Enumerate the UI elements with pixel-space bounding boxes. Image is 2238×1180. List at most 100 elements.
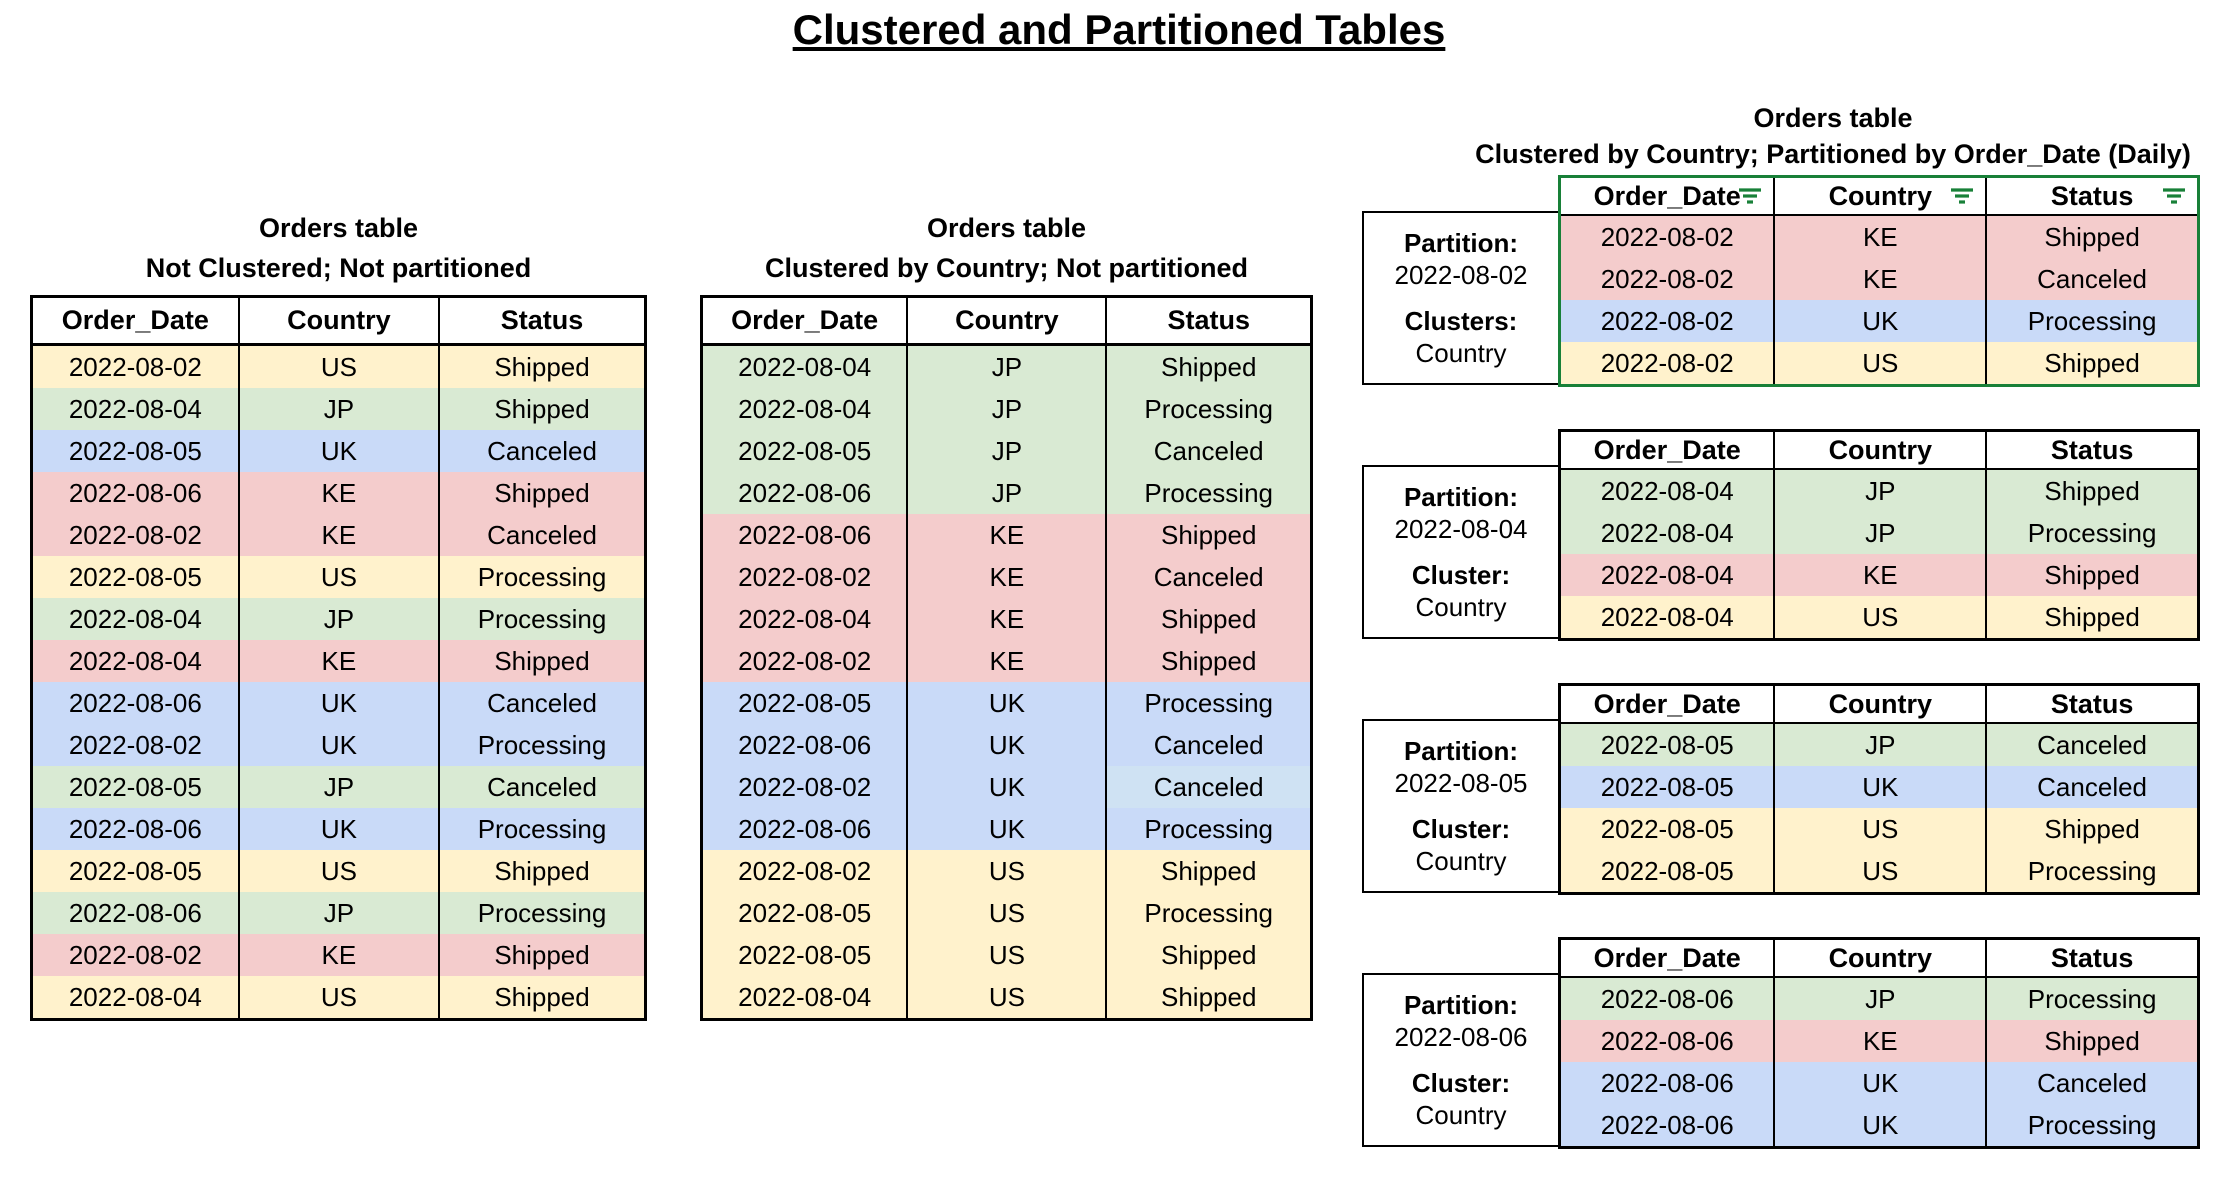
- partition-table-wrap: Order_Date Country Status 2022-08-04 JP Shipp…: [1558, 429, 2200, 641]
- table-row: 2022-08-06 JP Processing: [33, 892, 644, 934]
- table-cell: US: [1773, 342, 1986, 384]
- cluster-label-word: Cluster:: [1411, 560, 1511, 590]
- table-cell: 2022-08-06: [33, 808, 238, 850]
- table-cell: 2022-08-02: [703, 556, 907, 598]
- table-cell: JP: [237, 766, 439, 808]
- table-cell: UK: [237, 682, 439, 724]
- table-row: 2022-08-06 JP Processing: [703, 472, 1310, 514]
- table-cell: US: [1773, 808, 1986, 850]
- table-cell: JP: [906, 430, 1106, 472]
- table-cell: Processing: [438, 808, 644, 850]
- cluster-label-word: Cluster:: [1411, 1068, 1511, 1098]
- table-row: 2022-08-05 US Shipped: [1561, 808, 2197, 850]
- column-header-label: Status: [1167, 305, 1250, 335]
- column-header-status: Status: [1105, 298, 1310, 343]
- table-cell: Shipped: [438, 850, 644, 892]
- table-cell: 2022-08-06: [703, 808, 907, 850]
- table-cell: 2022-08-06: [1561, 978, 1774, 1020]
- cluster-label: Clusters: Country: [1364, 305, 1558, 369]
- table-cell: Shipped: [438, 346, 644, 388]
- table-cell: 2022-08-02: [703, 850, 907, 892]
- orders-table-not-clustered: Order_Date Country Status 2022-08-02 US Shipp…: [30, 295, 647, 1021]
- table-cell: JP: [906, 388, 1106, 430]
- table-cell: 2022-08-06: [703, 724, 907, 766]
- table-cell: Processing: [1105, 682, 1310, 724]
- table-cell: JP: [1773, 978, 1986, 1020]
- table-cell: 2022-08-02: [33, 346, 238, 388]
- partition-label: Partition: 2022-08-02: [1364, 227, 1558, 291]
- cluster-label-word: Clusters:: [1404, 306, 1518, 336]
- table-cell: JP: [906, 346, 1106, 388]
- table-cell: Processing: [438, 556, 644, 598]
- column-header-label: Order_Date: [1593, 434, 1741, 465]
- table-cell: Shipped: [1105, 514, 1310, 556]
- table-cell: 2022-08-05: [1561, 724, 1774, 766]
- column-header-label: Order_Date: [1593, 688, 1741, 719]
- middle-table-subtitle: Clustered by Country; Not partitioned: [764, 253, 1248, 283]
- table-cell: 2022-08-06: [33, 682, 238, 724]
- column-header-label: Status: [2050, 434, 2134, 465]
- orders-table-clustered: Order_Date Country Status 2022-08-04 JP Shipp…: [700, 295, 1313, 1021]
- table-cell: JP: [1773, 512, 1986, 554]
- table-cell: 2022-08-05: [703, 430, 907, 472]
- table-cell: KE: [237, 934, 439, 976]
- table-row: 2022-08-04 JP Shipped: [1561, 470, 2197, 512]
- column-header-order_date: Order_Date: [33, 298, 238, 343]
- table-cell: Shipped: [1985, 216, 2197, 258]
- table-row: 2022-08-04 US Shipped: [33, 976, 644, 1018]
- column-header-label: Status: [500, 305, 584, 335]
- table-cell: Processing: [1985, 978, 2197, 1020]
- table-cell: Shipped: [1985, 342, 2197, 384]
- table-cell: Processing: [1985, 300, 2197, 342]
- table-cell: 2022-08-04: [33, 640, 238, 682]
- page-title: Clustered and Partitioned Tables: [792, 6, 1446, 53]
- table-cell: US: [237, 346, 439, 388]
- table-cell: UK: [906, 682, 1106, 724]
- table-cell: 2022-08-06: [33, 472, 238, 514]
- table-cell: US: [1773, 596, 1986, 638]
- column-header-label: Order_Date: [1593, 180, 1741, 211]
- table-cell: Canceled: [1985, 766, 2197, 808]
- table-cell: Shipped: [1985, 808, 2197, 850]
- partition-label-word: Partition:: [1403, 990, 1519, 1020]
- table-cell: 2022-08-05: [703, 934, 907, 976]
- table-cell: US: [1773, 850, 1986, 892]
- table-row: 2022-08-04 KE Shipped: [33, 640, 644, 682]
- table-cell: KE: [237, 640, 439, 682]
- table-cell: UK: [906, 766, 1106, 808]
- partition-table-2022-08-06: Order_Date Country Status 2022-08-06 JP Proce…: [1558, 937, 2200, 1149]
- orders-table: Order_Date Country Status 2022-08-02 US Shipp…: [30, 295, 647, 1021]
- partition-label-box: Partition: 2022-08-06 Cluster: Country: [1362, 973, 1558, 1147]
- table-cell: US: [906, 934, 1106, 976]
- table-cell: Shipped: [1985, 1020, 2197, 1062]
- table-row: 2022-08-06 UK Canceled: [33, 682, 644, 724]
- orders-table: Order_Date Country Status 2022-08-04 JP Shipp…: [700, 295, 1313, 1021]
- table-row: 2022-08-05 US Shipped: [703, 934, 1310, 976]
- table-row: 2022-08-06 JP Processing: [1561, 978, 2197, 1020]
- table-row: 2022-08-06 KE Shipped: [1561, 1020, 2197, 1062]
- table-cell: 2022-08-05: [33, 850, 238, 892]
- table-cell: Shipped: [1105, 976, 1310, 1018]
- table-cell: 2022-08-02: [1561, 258, 1774, 300]
- table-cell: UK: [237, 808, 439, 850]
- table-cell: 2022-08-02: [1561, 216, 1774, 258]
- group-not-clustered: Orders table Not Clustered; Not partitio…: [30, 213, 647, 1021]
- table-row: 2022-08-05 US Shipped: [33, 850, 644, 892]
- table-cell: Canceled: [438, 766, 644, 808]
- table-row: 2022-08-02 UK Processing: [1561, 300, 2197, 342]
- table-row: 2022-08-02 KE Shipped: [33, 934, 644, 976]
- table-row: 2022-08-04 KE Shipped: [1561, 554, 2197, 596]
- partition-2022-08-04: Partition: 2022-08-04 Cluster: Country Order…: [1362, 429, 2200, 641]
- table-cell: 2022-08-04: [33, 388, 238, 430]
- table-cell: KE: [906, 598, 1106, 640]
- partition-2022-08-02: Partition: 2022-08-02 Clusters: Country Orde…: [1362, 175, 2200, 387]
- table-cell: 2022-08-05: [1561, 850, 1774, 892]
- table-cell: Processing: [1105, 388, 1310, 430]
- group-clustered-partitioned: Orders table Clustered by Country; Parti…: [1362, 103, 2200, 1180]
- table-row: 2022-08-04 JP Processing: [33, 598, 644, 640]
- right-section-title: Orders table: [1753, 103, 1913, 133]
- table-cell: 2022-08-04: [703, 976, 907, 1018]
- column-header-label: Country: [1828, 688, 1933, 719]
- table-cell: Processing: [1985, 512, 2197, 554]
